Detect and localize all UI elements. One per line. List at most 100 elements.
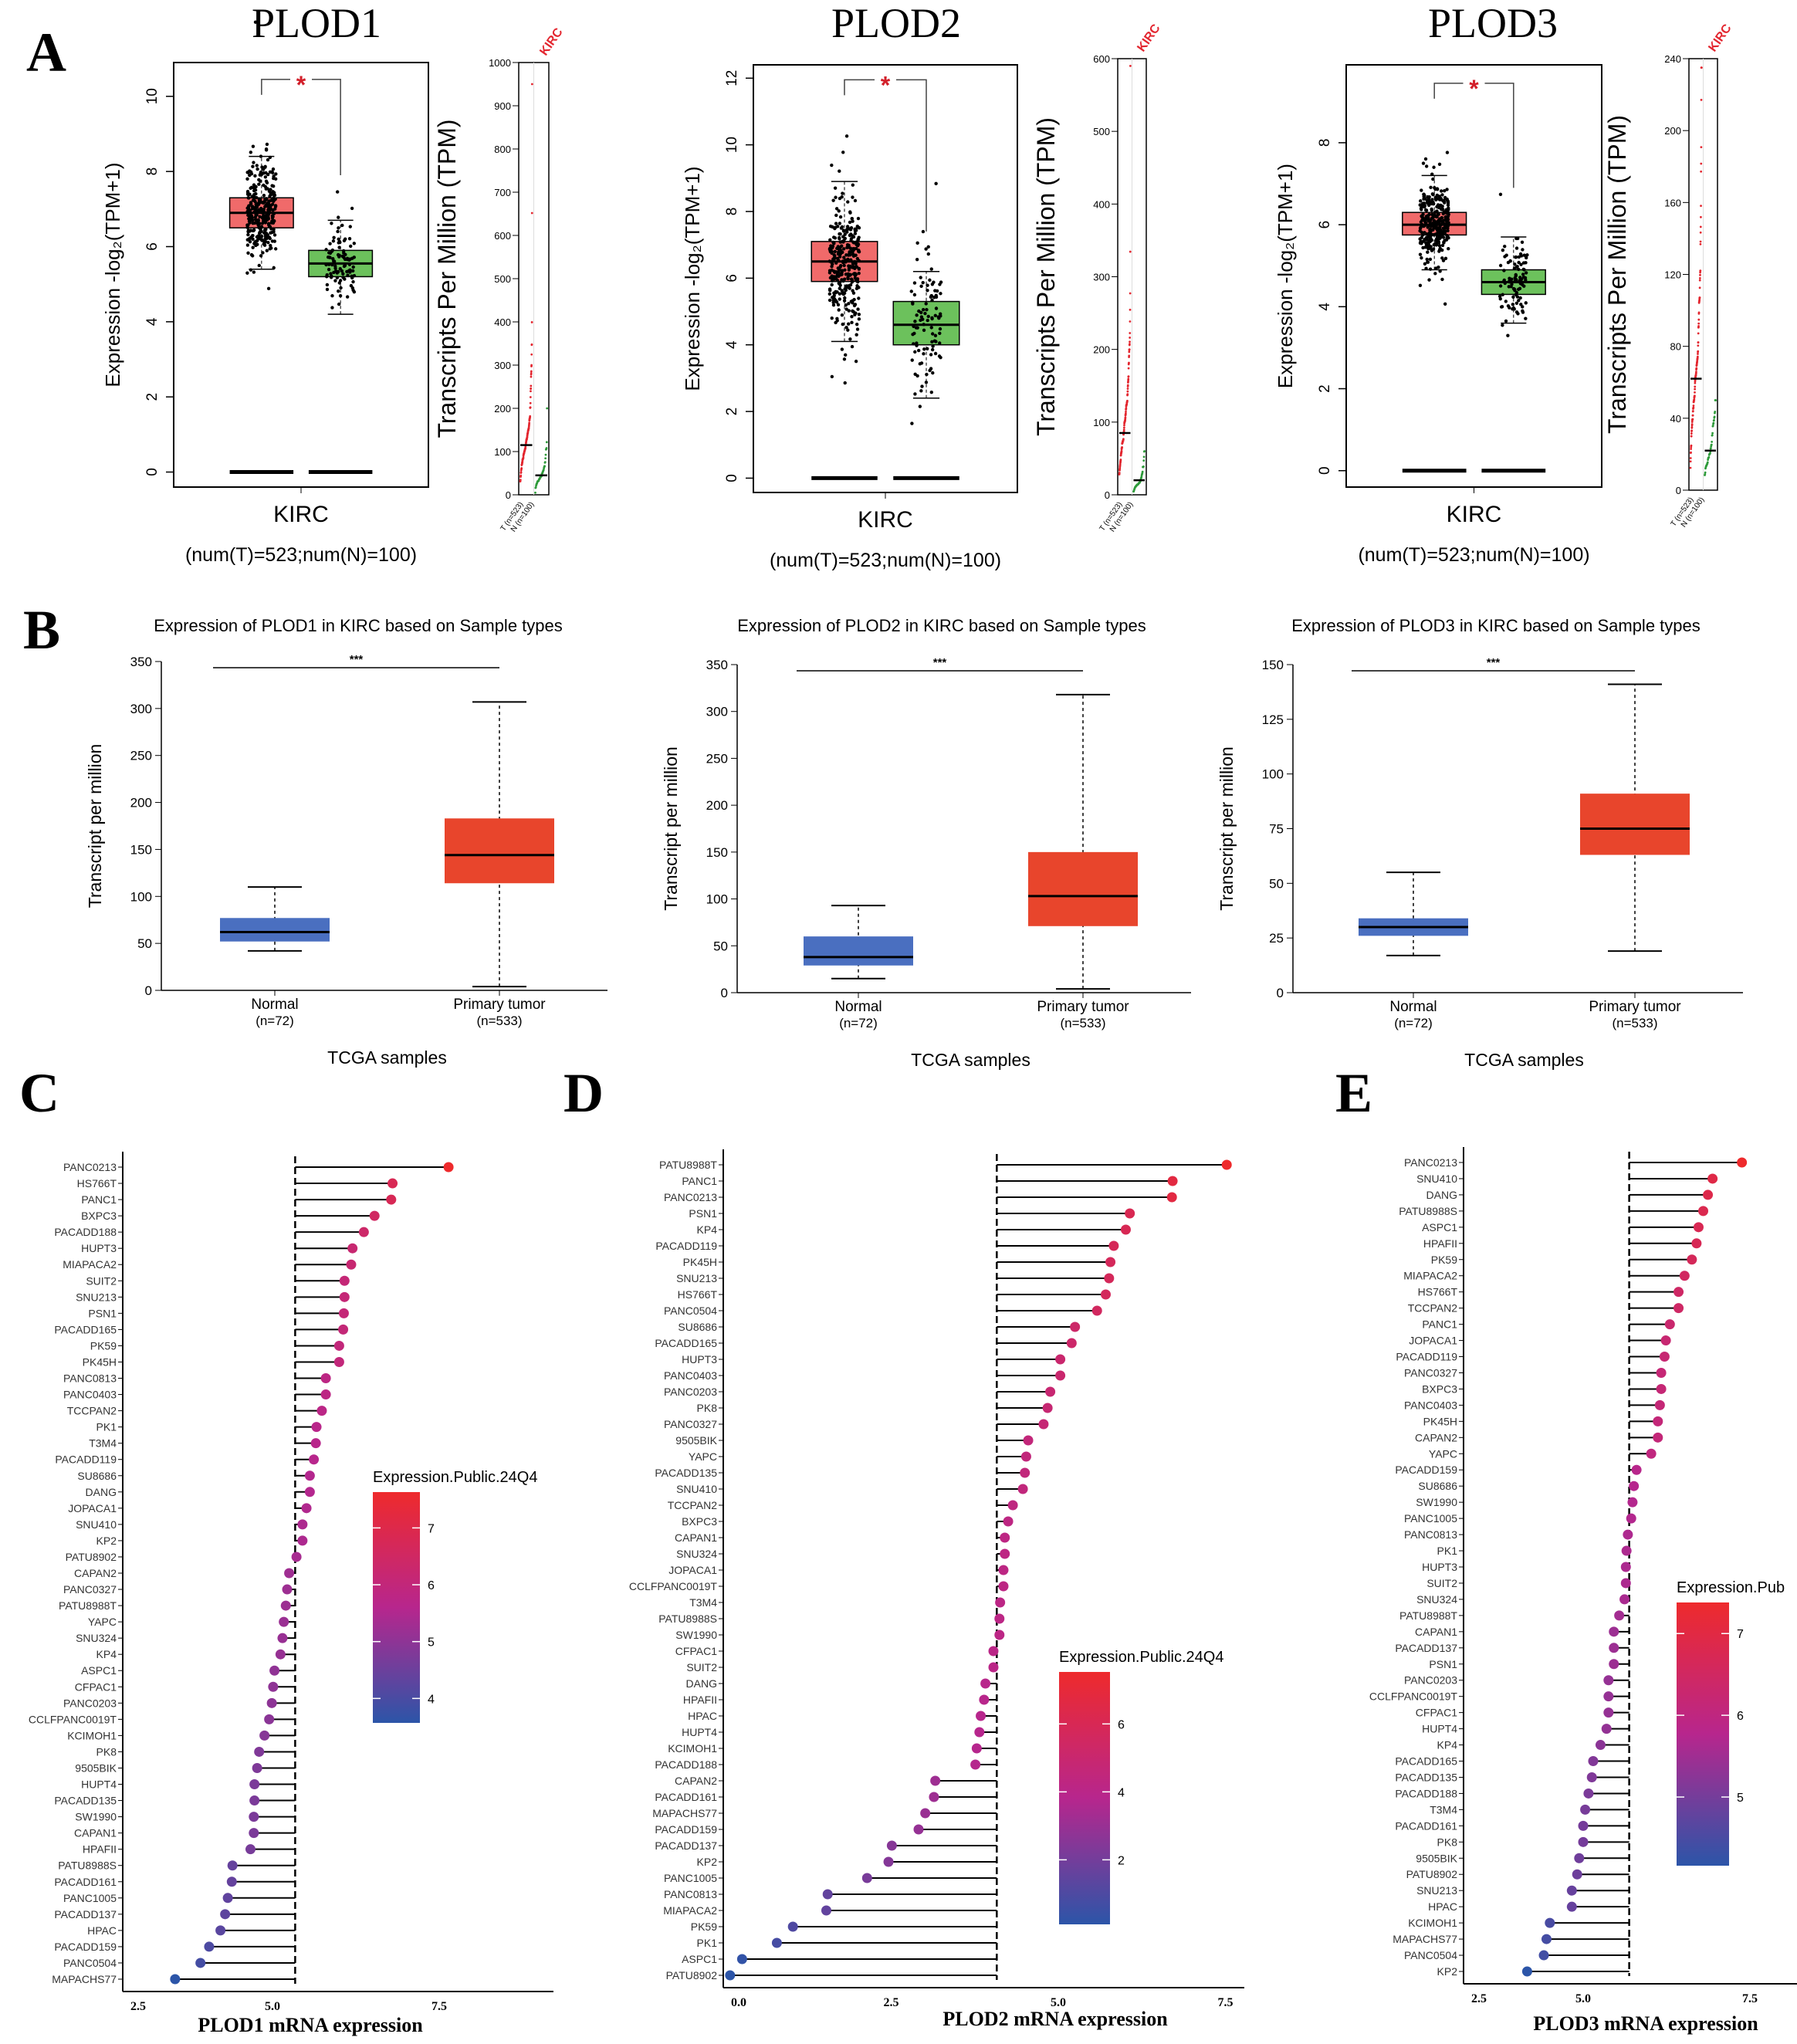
tumor-sample-point	[853, 232, 858, 235]
tumor-tpm-point	[1691, 410, 1694, 412]
tumor-tpm-point	[1129, 292, 1132, 295]
normal-sample-point	[350, 276, 354, 280]
lollipop-dot	[1629, 1481, 1640, 1491]
tumor-tpm-point	[1127, 377, 1130, 381]
gepia-boxplot-plod3: PLOD3 0 2 4 6 8 Expression -log₂(TPM+1) KIRC (nu…	[1274, 0, 1734, 566]
cell-line-label: SU8686	[678, 1321, 717, 1333]
tumor-sample-point	[273, 197, 277, 201]
normal-sample-point	[1513, 262, 1517, 266]
y-tick-label: 25	[1269, 931, 1284, 946]
tumor-sample-point	[1438, 217, 1442, 221]
lollipop-dot	[1707, 1173, 1718, 1184]
tumor-tpm-point	[1129, 340, 1131, 343]
normal-sample-point	[347, 269, 351, 272]
lollipop-dot	[1038, 1419, 1049, 1430]
cell-line-label: PATU8902	[66, 1551, 117, 1563]
tumor-sample-point	[835, 278, 840, 283]
sample-counts: (num(T)=523;num(N)=100)	[1358, 544, 1589, 566]
tumor-tpm-point	[1128, 361, 1130, 364]
panel-label: A	[26, 22, 66, 83]
cell-line-label: CAPAN2	[675, 1775, 717, 1787]
tumor-sample-point	[855, 240, 859, 245]
cell-line-label: PANC0203	[664, 1386, 717, 1398]
lollipop-dot	[1653, 1432, 1663, 1443]
lollipop-dot	[988, 1662, 999, 1673]
tumor-sample-point	[846, 272, 851, 277]
normal-sample-point	[324, 262, 328, 267]
tumor-tpm-point	[1119, 459, 1122, 461]
lollipop-dot	[1578, 1820, 1589, 1831]
tumor-sample-point	[251, 164, 255, 168]
y-tick-label: 100	[130, 889, 152, 904]
y-tick-label: 4	[1317, 303, 1333, 311]
normal-sample-point	[926, 245, 930, 249]
tumor-sample-point	[249, 151, 253, 154]
lollipop-dot	[282, 1584, 293, 1595]
tumor-sample-point	[272, 194, 276, 198]
tpm-tick-label: 40	[1670, 413, 1681, 425]
lollipop-dot	[266, 1697, 277, 1708]
normal-sample-point	[343, 252, 347, 257]
tumor-sample-point	[1435, 188, 1440, 191]
panel-label: C	[19, 1062, 59, 1124]
lollipop-dot	[1619, 1594, 1630, 1605]
lollipop-dot	[1023, 1435, 1034, 1446]
tumor-sample-point	[257, 263, 261, 268]
lollipop-dot	[264, 1714, 275, 1724]
cell-line-label: YAPC	[689, 1450, 717, 1463]
significance-marker: *	[881, 71, 891, 99]
tumor-tpm-point	[1122, 426, 1125, 429]
normal-sample-point	[938, 331, 942, 336]
x-tick-label: 5.0	[1051, 1996, 1066, 2009]
lollipop-dot	[1691, 1238, 1702, 1249]
tumor-sample-point	[833, 270, 837, 275]
normal-sample-point	[351, 279, 355, 284]
tumor-tpm-point	[519, 479, 522, 482]
tumor-sample-point	[255, 164, 259, 168]
cell-line-label: HUPT3	[682, 1353, 717, 1365]
tumor-sample-point	[840, 313, 844, 317]
tumor-sample-point	[1435, 197, 1440, 201]
tumor-tpm-point	[1122, 438, 1125, 441]
lollipop-dot	[1100, 1289, 1111, 1300]
cell-line-label: MIAPACA2	[63, 1258, 117, 1271]
tpm-tick-label: 300	[494, 360, 511, 371]
lollipop-dot	[1609, 1643, 1619, 1653]
lollipop-dot	[338, 1324, 349, 1335]
normal-sample-point	[337, 245, 341, 249]
tumor-sample-point	[1440, 243, 1445, 248]
normal-tpm-point	[544, 457, 547, 460]
tumor-sample-point	[251, 233, 255, 238]
tumor-sample-point	[838, 222, 842, 225]
y-tick-label: 6	[724, 274, 740, 283]
tumor-sample-point	[1430, 198, 1434, 201]
tumor-tpm-point	[1694, 387, 1697, 391]
cell-line-label: BXPC3	[1422, 1382, 1457, 1395]
tumor-sample-point	[258, 230, 262, 235]
tumor-sample-point	[1445, 151, 1450, 154]
tumor-sample-point	[842, 277, 847, 281]
cell-line-label: PK45H	[83, 1355, 117, 1368]
legend-tick-label: 5	[428, 1636, 435, 1650]
normal-sample-point	[924, 302, 928, 306]
normal-sample-point	[912, 293, 917, 297]
tumor-sample-point	[269, 206, 272, 211]
tumor-sample-point	[830, 279, 834, 283]
lollipop-dot	[254, 1746, 265, 1757]
lollipop-dot	[249, 1812, 259, 1822]
normal-sample-point	[1503, 281, 1507, 286]
normal-tpm-point	[1714, 411, 1717, 413]
tumor-tpm-point	[530, 364, 533, 367]
normal-tpm-point	[1711, 425, 1714, 428]
cell-line-label: PATU8988T	[59, 1599, 117, 1612]
cell-line-label: SU8686	[77, 1470, 117, 1482]
cell-line-label: CAPAN2	[74, 1567, 117, 1579]
tumor-tpm-point	[1690, 448, 1692, 450]
cell-line-label: PACADD119	[655, 1240, 717, 1252]
normal-sample-point	[930, 283, 935, 286]
legend-tick-label: 6	[428, 1579, 435, 1592]
tumor-sample-point	[852, 253, 856, 258]
tumor-sample-point	[1442, 200, 1447, 204]
tumor-sample-point	[264, 231, 269, 235]
tumor-tpm-point	[1129, 337, 1132, 339]
